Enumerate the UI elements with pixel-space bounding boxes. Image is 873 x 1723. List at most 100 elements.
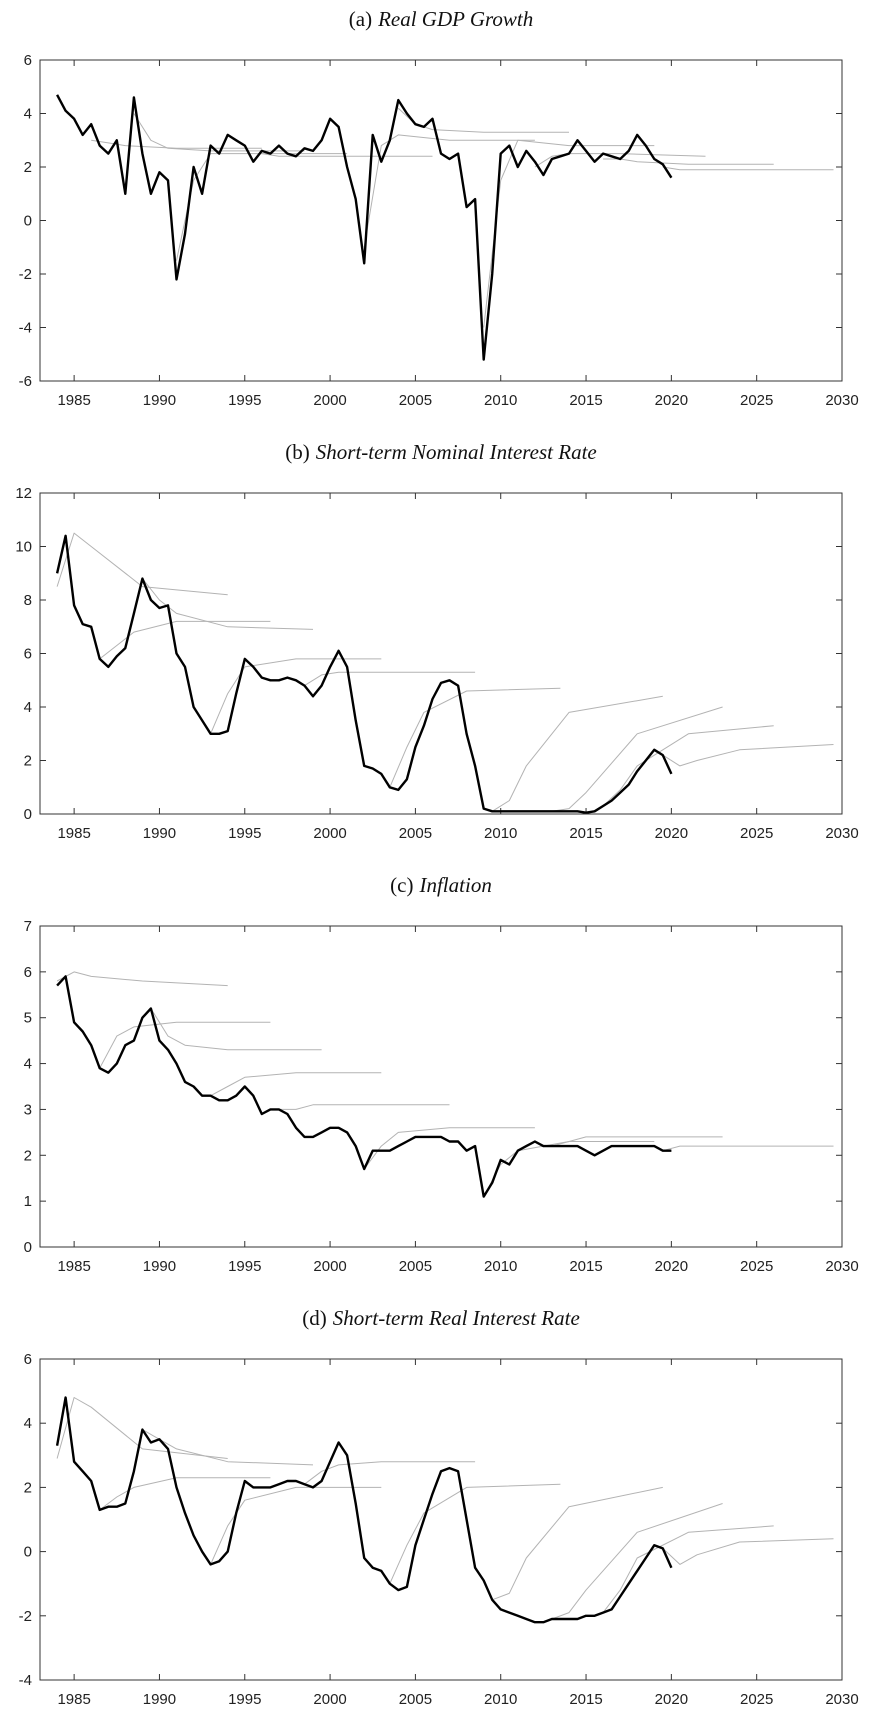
realized-line	[56, 975, 672, 1198]
forecast-line	[99, 1021, 271, 1069]
x-tick-label: 1995	[228, 1258, 261, 1275]
x-tick-label: 1990	[143, 1258, 176, 1275]
forecast-line	[133, 113, 305, 152]
forecast-line	[389, 687, 561, 788]
forecast-line	[142, 1429, 314, 1466]
y-tick-label: -4	[19, 320, 32, 337]
forecast-line	[662, 1145, 834, 1152]
x-tick-label: 2010	[484, 825, 517, 842]
y-tick-label: 4	[24, 699, 32, 716]
x-tick-label: 1985	[57, 1258, 90, 1275]
forecast-line	[278, 1104, 450, 1110]
forecast-line	[363, 134, 535, 248]
forecast-line	[210, 1072, 382, 1097]
x-tick-label: 2020	[655, 1691, 688, 1708]
panel-title: (a) Real GDP Growth	[349, 7, 533, 31]
forecast-line	[176, 153, 348, 261]
x-tick-label: 2015	[569, 1258, 602, 1275]
x-tick-label: 2010	[484, 1258, 517, 1275]
forecast-line	[397, 107, 569, 133]
x-tick-label: 2005	[399, 825, 432, 842]
y-tick-label: 0	[24, 1239, 32, 1256]
forecast-line	[491, 695, 663, 812]
y-tick-label: 0	[24, 1544, 32, 1561]
panel-label: (d)	[302, 1306, 327, 1330]
y-tick-label: 7	[24, 918, 32, 935]
x-tick-label: 2030	[825, 1258, 858, 1275]
plot-frame	[39, 1358, 843, 1681]
x-tick-label: 2015	[569, 1691, 602, 1708]
x-tick-label: 2015	[569, 825, 602, 842]
y-tick-label: -4	[19, 1672, 32, 1689]
x-tick-label: 2025	[740, 392, 773, 409]
x-tick-label: 1990	[143, 1691, 176, 1708]
forecast-line	[662, 744, 834, 767]
x-tick-label: 2015	[569, 392, 602, 409]
y-tick-label: 4	[24, 1056, 32, 1073]
y-tick-label: 3	[24, 1101, 32, 1118]
forecast-line	[603, 158, 774, 165]
y-tick-label: 6	[24, 646, 32, 663]
forecast-line	[602, 725, 774, 807]
forecast-line	[304, 671, 476, 687]
panel-title: (d) Short-term Real Interest Rate	[302, 1306, 580, 1330]
forecast-line	[662, 166, 834, 171]
y-tick-label: -2	[19, 1608, 32, 1625]
title: Inflation	[418, 873, 491, 897]
title: Real GDP Growth	[377, 7, 533, 31]
x-tick-label: 2030	[825, 1691, 858, 1708]
forecast-line	[389, 1483, 561, 1584]
x-tick-label: 1995	[228, 825, 261, 842]
title: Short-term Nominal Interest Rate	[316, 440, 597, 464]
forecast-line	[483, 139, 655, 328]
y-tick-label: -2	[19, 266, 32, 283]
plot-frame	[39, 492, 843, 815]
forecast-line	[492, 1486, 663, 1601]
forecast-line	[142, 578, 314, 630]
forecast-line	[551, 1503, 723, 1620]
y-tick-label: 6	[24, 1351, 32, 1368]
forecast-line	[56, 532, 228, 596]
y-tick-label: 8	[24, 592, 32, 609]
y-tick-label: 2	[24, 1147, 32, 1164]
plot-frame	[39, 59, 843, 382]
y-tick-label: 2	[24, 159, 32, 176]
x-tick-label: 2005	[399, 1258, 432, 1275]
y-tick-label: -6	[19, 373, 32, 390]
y-tick-label: 6	[24, 52, 32, 69]
x-tick-label: 1990	[143, 825, 176, 842]
panel-label: (b)	[285, 440, 310, 464]
y-tick-label: 5	[24, 1010, 32, 1027]
forecast-line	[210, 658, 382, 734]
x-tick-label: 2005	[399, 392, 432, 409]
forecast-line	[56, 971, 228, 987]
y-tick-label: 6	[24, 964, 32, 981]
y-tick-label: 0	[24, 806, 32, 823]
title: Short-term Real Interest Rate	[333, 1306, 580, 1330]
x-tick-label: 2000	[313, 1691, 346, 1708]
x-tick-label: 2020	[655, 392, 688, 409]
x-tick-label: 2000	[313, 392, 346, 409]
forecast-line	[56, 1397, 228, 1459]
y-tick-label: 12	[15, 485, 32, 502]
realized-line	[56, 94, 673, 361]
x-tick-label: 1990	[143, 392, 176, 409]
forecast-line	[662, 1538, 834, 1565]
x-tick-label: 2020	[655, 825, 688, 842]
panel-label: (c)	[390, 873, 413, 897]
x-tick-label: 2010	[484, 1691, 517, 1708]
forecast-line	[150, 1008, 322, 1051]
forecast-line	[363, 1127, 535, 1170]
x-tick-label: 2005	[399, 1691, 432, 1708]
panel-title: (c) Inflation	[390, 873, 492, 897]
x-tick-label: 1985	[57, 825, 90, 842]
y-tick-label: 0	[24, 213, 32, 230]
x-tick-label: 2025	[740, 1691, 773, 1708]
forecast-line	[99, 1477, 271, 1511]
realized-line	[55, 534, 673, 814]
y-tick-label: 1	[24, 1193, 32, 1210]
x-tick-label: 1995	[228, 1691, 261, 1708]
forecast-line	[304, 1461, 476, 1485]
x-tick-label: 2025	[740, 1258, 773, 1275]
